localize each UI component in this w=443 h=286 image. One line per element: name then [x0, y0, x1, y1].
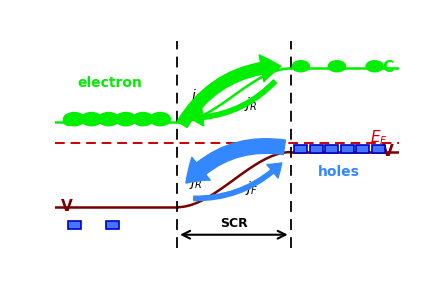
FancyArrowPatch shape — [177, 55, 281, 128]
Text: C: C — [382, 60, 393, 75]
FancyArrowPatch shape — [186, 139, 285, 183]
Text: V: V — [61, 198, 73, 214]
FancyBboxPatch shape — [325, 145, 338, 153]
Text: $j_F$: $j_F$ — [245, 180, 258, 197]
Circle shape — [116, 112, 136, 126]
Text: $j_R$: $j_R$ — [245, 95, 258, 113]
Text: SCR: SCR — [220, 217, 248, 230]
FancyBboxPatch shape — [372, 145, 385, 153]
FancyArrowPatch shape — [194, 163, 282, 201]
Circle shape — [98, 112, 119, 126]
Circle shape — [328, 61, 346, 72]
Text: holes: holes — [318, 165, 360, 179]
FancyBboxPatch shape — [68, 221, 81, 229]
Text: V: V — [382, 144, 393, 158]
Text: $j_R$: $j_R$ — [190, 173, 203, 191]
Text: electron: electron — [78, 76, 143, 90]
Text: $j_F$: $j_F$ — [190, 87, 203, 105]
Circle shape — [292, 61, 309, 72]
Circle shape — [81, 112, 102, 126]
FancyBboxPatch shape — [341, 145, 354, 153]
Circle shape — [150, 112, 171, 126]
Text: C: C — [61, 114, 72, 129]
Text: $E_F$: $E_F$ — [370, 128, 388, 147]
FancyBboxPatch shape — [356, 145, 369, 153]
FancyBboxPatch shape — [105, 221, 119, 229]
Circle shape — [132, 112, 153, 126]
FancyBboxPatch shape — [310, 145, 323, 153]
FancyArrowPatch shape — [190, 80, 276, 126]
Circle shape — [64, 112, 85, 126]
FancyBboxPatch shape — [294, 145, 307, 153]
Circle shape — [366, 61, 383, 72]
